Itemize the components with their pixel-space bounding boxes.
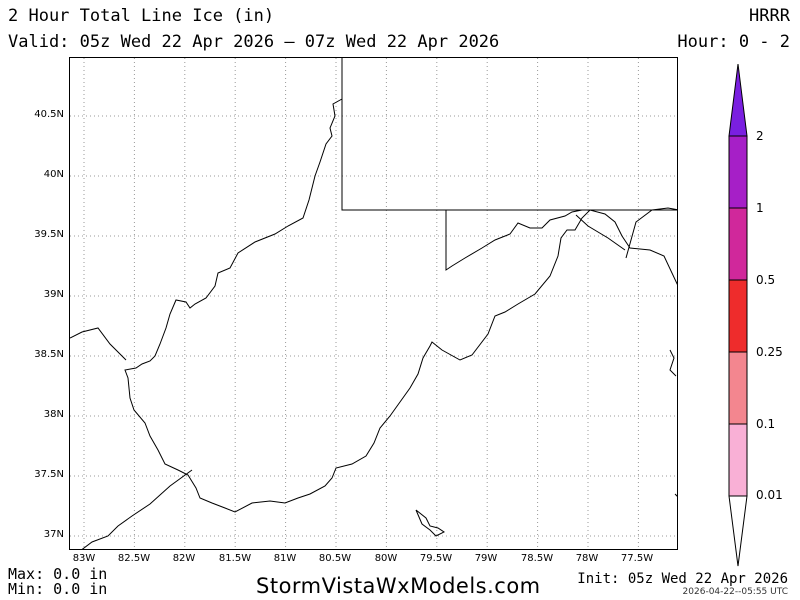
- max-value: Max: 0.0 in: [8, 565, 108, 583]
- colorbar: [726, 62, 750, 570]
- lon-label: 82W: [172, 553, 196, 564]
- map-panel: [69, 57, 678, 550]
- init-time: Init: 05z Wed 22 Apr 2026: [577, 571, 788, 587]
- lat-label: 37.5N: [34, 469, 64, 480]
- lon-label: 83W: [72, 553, 96, 564]
- colorbar-bin: [728, 207, 748, 281]
- colorbar-bin: [728, 351, 748, 425]
- colorbar-bin: [728, 135, 748, 209]
- lon-label: 77.5W: [620, 553, 654, 564]
- lon-label: 80.5W: [318, 553, 352, 564]
- colorbar-bin: [728, 279, 748, 353]
- lon-label: 82.5W: [117, 553, 151, 564]
- lat-label: 38N: [43, 409, 64, 420]
- lon-label: 81.5W: [218, 553, 252, 564]
- model-name: HRRR: [749, 6, 790, 26]
- colorbar-label: 0.01: [756, 488, 783, 502]
- lon-label: 79.5W: [419, 553, 453, 564]
- valid-time: Valid: 05z Wed 22 Apr 2026 – 07z Wed 22 …: [8, 32, 500, 52]
- min-value: Min: 0.0 in: [8, 580, 108, 598]
- graticule: [70, 58, 677, 549]
- coast-fragment: [674, 493, 677, 497]
- lon-label: 78W: [575, 553, 599, 564]
- colorbar-bin: [728, 423, 748, 497]
- colorbar-label: 0.25: [756, 345, 783, 359]
- timestamp: 2026-04-22--05:55 UTC: [682, 587, 788, 597]
- colorbar-label: 2: [756, 129, 764, 143]
- colorbar-top-triangle: [728, 63, 748, 137]
- oh-ky-border: [70, 327, 127, 361]
- lon-label: 81W: [273, 553, 297, 564]
- lon-label: 79W: [474, 553, 498, 564]
- lat-label: 39N: [43, 289, 64, 300]
- mason-dixon-line: [341, 58, 677, 211]
- coast-fragment: [669, 349, 677, 377]
- colorbar-graphic: [728, 63, 748, 567]
- lat-label: 40N: [43, 169, 64, 180]
- colorbar-label: 1: [756, 201, 764, 215]
- colorbar-label: 0.5: [756, 273, 776, 287]
- lat-label: 39.5N: [34, 229, 64, 240]
- ky-va-border: [81, 469, 193, 549]
- wv-panhandle-east: [445, 209, 583, 271]
- lon-label: 78.5W: [520, 553, 554, 564]
- state-borders: [70, 58, 677, 549]
- lake-shape: [415, 509, 445, 537]
- lat-label: 38.5N: [34, 349, 64, 360]
- lon-label: 80W: [374, 553, 398, 564]
- lat-label: 40.5N: [34, 109, 64, 120]
- colorbar-label: 0.1: [756, 417, 776, 431]
- lat-label: 37N: [43, 529, 64, 540]
- forecast-hour: Hour: 0 - 2: [677, 32, 790, 52]
- wv-border: [124, 98, 677, 513]
- map-title: 2 Hour Total Line Ice (in): [8, 6, 275, 26]
- site-watermark: StormVistaWxModels.com: [256, 574, 541, 598]
- map-canvas: [70, 58, 677, 549]
- colorbar-bottom-triangle: [728, 495, 748, 567]
